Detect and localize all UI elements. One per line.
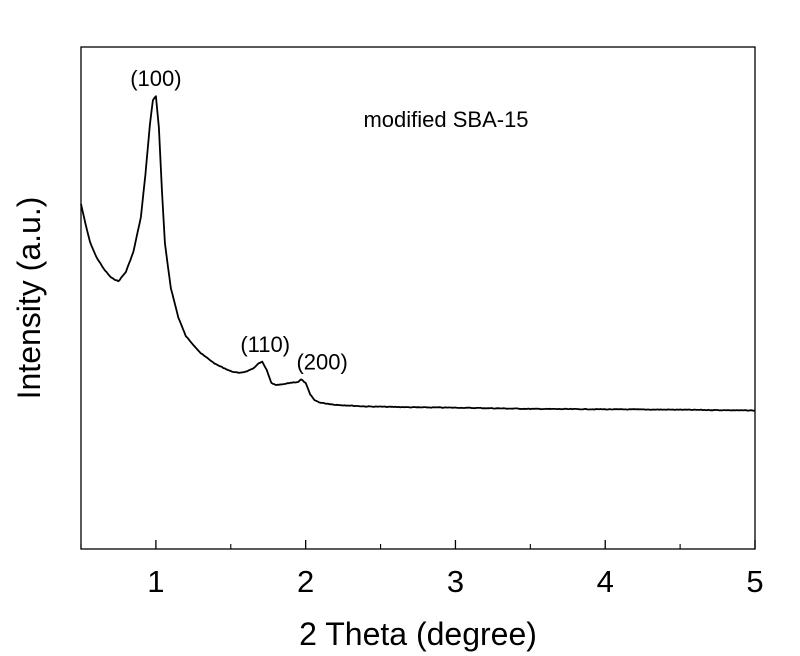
x-tick-label: 3 [447, 564, 464, 599]
peak-label: (100) [130, 66, 181, 91]
x-tick-label: 2 [297, 564, 314, 599]
x-axis-title: 2 Theta (degree) [299, 616, 537, 652]
peak-label: (110) [240, 332, 290, 357]
x-tick-label: 1 [147, 564, 164, 599]
plot-frame [80, 46, 756, 550]
x-tick-label: 4 [597, 564, 614, 599]
series-line-modified-sba15 [80, 95, 756, 412]
x-axis-ticks [80, 540, 756, 549]
y-axis-title: Intensity (a.u.) [11, 197, 47, 400]
peak-annotations: (100) (110)(200) [130, 66, 348, 374]
series-label: modified SBA-15 [363, 107, 528, 132]
peak-label: (200) [296, 349, 347, 374]
x-axis-tick-labels: 1 2 3 4 5 [147, 564, 763, 599]
x-tick-label: 5 [746, 564, 763, 599]
